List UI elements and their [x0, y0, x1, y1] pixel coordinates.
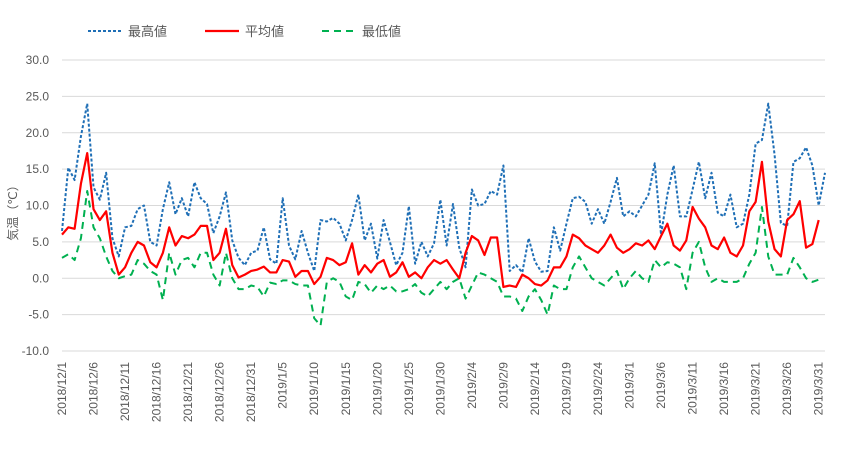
x-tick-label: 2019/2/14 [528, 362, 542, 416]
x-tick-label: 2019/3/31 [812, 362, 826, 416]
y-tick-label: -10.0 [22, 344, 50, 358]
x-tick-label: 2018/12/16 [150, 362, 164, 422]
y-tick-label: 20.0 [26, 126, 50, 140]
x-tick-label: 2019/3/21 [749, 362, 763, 416]
y-tick-label: 15.0 [26, 162, 50, 176]
x-tick-label: 2019/3/1 [623, 362, 637, 409]
x-tick-label: 2019/3/26 [780, 362, 794, 416]
y-tick-label: 25.0 [26, 89, 50, 103]
x-tick-label: 2019/1/25 [402, 362, 416, 416]
x-axis-tick-labels: 2018/12/1 2018/12/6 2018/12/11 2018/12/16 20… [55, 362, 826, 422]
x-tick-label: 2019/2/4 [465, 362, 479, 409]
legend: 最高値 平均値 最低値 [88, 24, 401, 39]
x-tick-label: 2018/12/26 [213, 362, 227, 422]
x-tick-label: 2019/3/16 [717, 362, 731, 416]
x-tick-label: 2019/1/5 [276, 362, 290, 409]
y-tick-label: -5.0 [28, 308, 49, 322]
x-tick-label: 2019/1/15 [339, 362, 353, 416]
legend-label: 最高値 [128, 24, 167, 39]
legend-label: 平均値 [245, 24, 284, 39]
y-tick-label: 10.0 [26, 199, 50, 213]
y-axis-label: 気温（℃） [5, 179, 20, 240]
y-tick-label: 5.0 [32, 235, 49, 249]
series-line-2 [61, 189, 820, 327]
data-series [61, 102, 826, 327]
x-tick-label: 2019/1/10 [307, 362, 321, 416]
x-tick-label: 2018/12/31 [244, 362, 258, 422]
y-axis-tick-labels: -10.0 -5.0 0.0 5.0 10.0 15.0 20.0 25.0 30.0 [22, 53, 50, 358]
x-tick-label: 2018/12/1 [55, 362, 69, 416]
series-line-1 [61, 152, 820, 289]
gridlines [62, 59, 825, 352]
x-tick-label: 2019/3/11 [686, 362, 700, 415]
x-tick-label: 2019/2/19 [559, 362, 573, 416]
x-tick-label: 2018/12/6 [87, 362, 101, 416]
y-tick-label: 0.0 [32, 271, 49, 285]
x-tick-label: 2018/12/11 [118, 362, 132, 421]
x-tick-label: 2019/2/9 [496, 362, 510, 409]
legend-label: 最低値 [362, 24, 401, 39]
x-tick-label: 2019/3/6 [654, 362, 668, 409]
x-tick-label: 2018/12/21 [181, 362, 195, 422]
x-tick-label: 2019/1/30 [433, 362, 447, 416]
x-tick-label: 2019/2/24 [591, 362, 605, 416]
series-line-0 [61, 102, 826, 274]
x-tick-label: 2019/1/20 [370, 362, 384, 416]
y-tick-label: 30.0 [26, 53, 50, 67]
